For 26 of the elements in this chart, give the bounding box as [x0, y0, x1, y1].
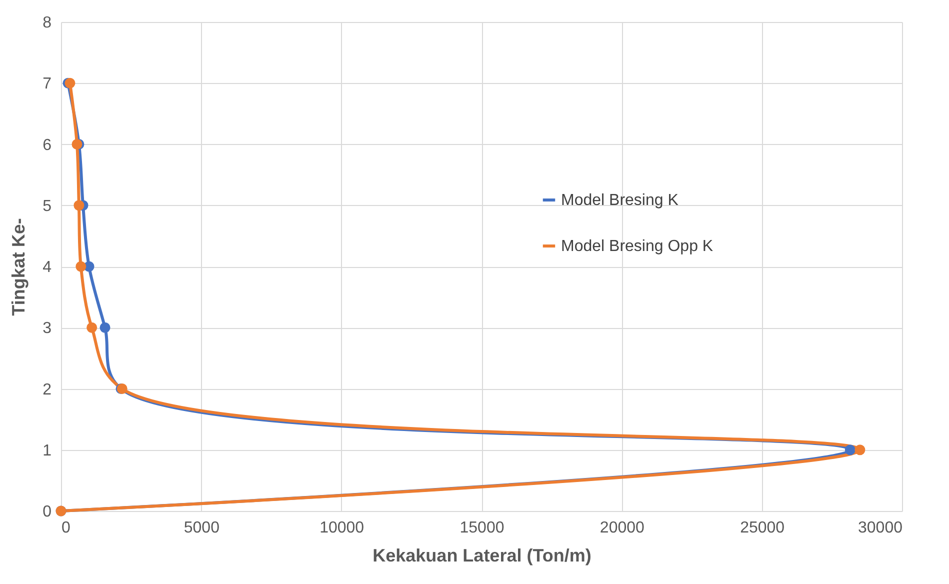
x-tick-label: 20000 — [600, 520, 645, 536]
y-tick-label: 2 — [42, 381, 52, 398]
x-tick-label: 10000 — [320, 520, 364, 536]
x-tick-label: 5000 — [184, 520, 220, 536]
point — [854, 444, 866, 456]
y-tick-label: 6 — [42, 136, 52, 154]
point — [100, 322, 110, 333]
y-tick-label: 1 — [42, 442, 52, 460]
point — [844, 444, 856, 456]
point — [74, 200, 84, 211]
y-tick-label: 5 — [42, 198, 52, 215]
y-tick-label: 0 — [42, 504, 52, 520]
y-axis-title: Tingkat Ke- — [8, 218, 29, 316]
legend-label: Model Bresing Opp K — [561, 238, 714, 255]
point — [76, 261, 86, 272]
x-tick-label: 25000 — [740, 520, 785, 536]
y-tick-label: 4 — [42, 259, 52, 276]
y-tick-label: 7 — [42, 76, 52, 93]
y-tick-label: 3 — [42, 320, 52, 338]
x-tick-label: 15000 — [460, 520, 504, 536]
y-tick-label: 8 — [42, 14, 52, 32]
x-axis-title: Kekakuan Lateral (Ton/m) — [372, 546, 592, 566]
x-tick-label: 0 — [62, 520, 70, 536]
point — [86, 322, 98, 333]
legend-label: Model Bresing K — [561, 192, 679, 209]
x-tick-label: 30000 — [858, 520, 903, 536]
